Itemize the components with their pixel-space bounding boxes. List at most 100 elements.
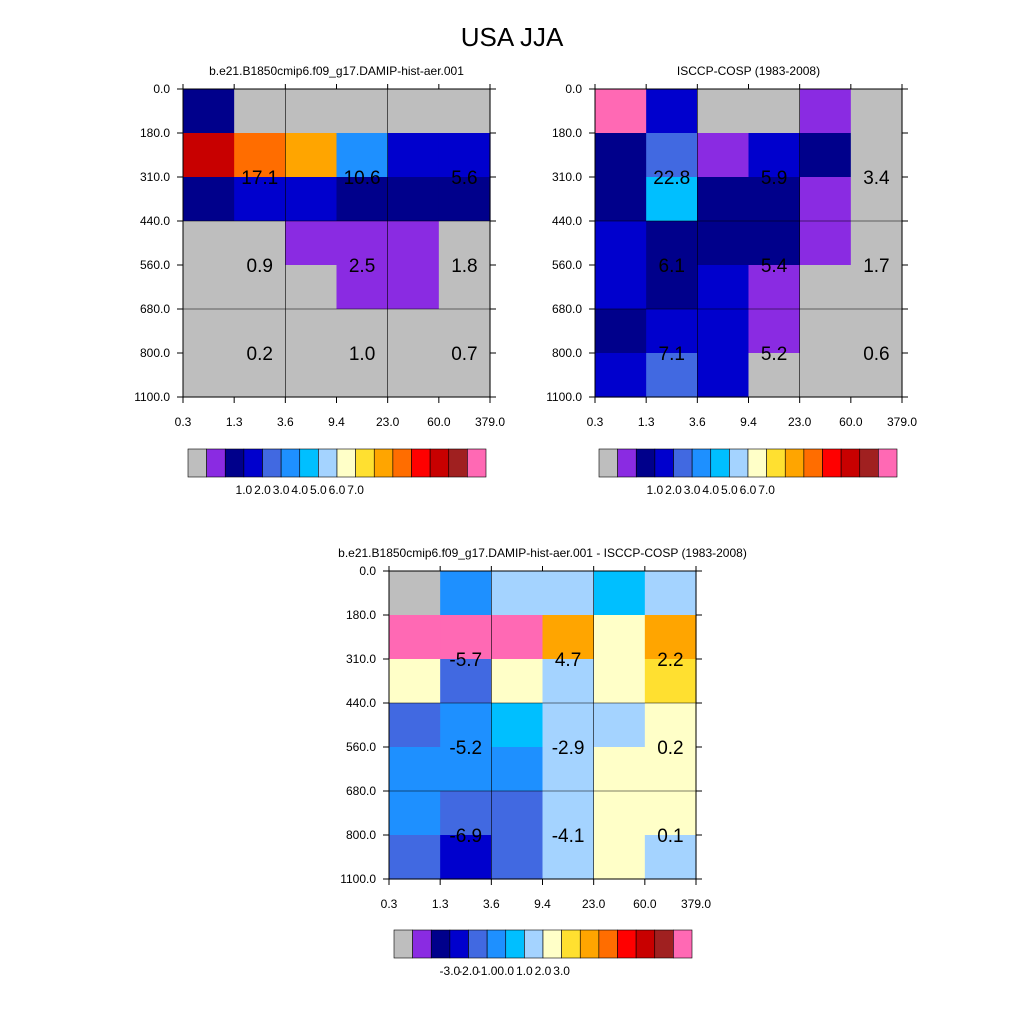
heatmap-cell xyxy=(595,133,647,178)
heatmap-cell xyxy=(389,835,441,880)
heatmap-cell xyxy=(491,791,544,836)
heatmap-cell xyxy=(644,571,697,616)
heatmap-cell xyxy=(234,265,286,310)
heatmap-cell xyxy=(748,177,801,222)
cell-value-label: 1.8 xyxy=(451,256,477,277)
heatmap-cell xyxy=(440,659,492,704)
heatmap-cell xyxy=(183,309,235,354)
y-tick-label: 1100.0 xyxy=(546,390,582,404)
colorbar-box xyxy=(617,929,637,959)
panel-title: b.e21.B1850cmip6.f09_g17.DAMIP-hist-aer.… xyxy=(338,546,747,560)
colorbar-box xyxy=(393,929,413,959)
colorbar-box xyxy=(411,448,431,478)
heatmap-cell xyxy=(593,659,646,704)
heatmap-cell xyxy=(285,265,338,310)
heatmap-cell xyxy=(748,309,801,354)
y-tick-label: 0.0 xyxy=(153,82,170,96)
x-tick-label: 23.0 xyxy=(582,897,606,911)
heatmap-cell xyxy=(387,353,440,398)
cell-value-label: -5.7 xyxy=(449,650,482,671)
x-tick-label: 9.4 xyxy=(328,415,345,429)
colorbar-label: 3.0 xyxy=(553,964,570,978)
heatmap-cell xyxy=(438,309,491,354)
heatmap-cell xyxy=(850,309,903,354)
x-tick-label: 9.4 xyxy=(534,897,551,911)
y-tick-label: 680.0 xyxy=(346,784,376,798)
y-tick-label: 440.0 xyxy=(552,214,582,228)
colorbar-label: -3.0 xyxy=(440,964,461,978)
heatmap-cell xyxy=(850,221,903,266)
heatmap-cell xyxy=(491,747,544,792)
heatmap-cell xyxy=(387,177,440,222)
heatmap-cell xyxy=(387,265,440,310)
heatmap-cell xyxy=(542,659,595,704)
colorbar-label: -2.0 xyxy=(458,964,479,978)
colorbar-box xyxy=(598,448,618,478)
heatmap-cell xyxy=(438,221,491,266)
y-tick-label: 0.0 xyxy=(359,564,376,578)
colorbar-box xyxy=(635,929,656,959)
heatmap-cell xyxy=(336,133,389,178)
heatmap-cell xyxy=(389,659,441,704)
panel-difference: b.e21.B1850cmip6.f09_g17.DAMIP-hist-aer.… xyxy=(338,546,747,978)
colorbar-box xyxy=(673,448,693,478)
heatmap-cell xyxy=(542,571,595,616)
heatmap-cell xyxy=(389,571,441,616)
colorbar-box xyxy=(579,929,600,959)
colorbar-label: 2.0 xyxy=(254,483,271,497)
y-tick-label: 310.0 xyxy=(552,170,582,184)
heatmap-cell xyxy=(644,703,697,748)
heatmap-cell xyxy=(491,615,544,660)
heatmap-cell xyxy=(285,309,338,354)
heatmap-cell xyxy=(644,791,697,836)
panel-observations: ISCCP-COSP (1983-2008) 0.3 1.3 3.6 9.4 23.0 60… xyxy=(546,64,917,497)
heatmap-cell xyxy=(440,615,492,660)
heatmap-cell xyxy=(593,703,646,748)
colorbar-box xyxy=(262,448,282,478)
y-tick-label: 180.0 xyxy=(140,126,170,140)
heatmap-cell xyxy=(440,571,492,616)
colorbar-box xyxy=(430,929,451,959)
x-tick-label: 379.0 xyxy=(681,897,711,911)
colorbar-label: 1.0 xyxy=(516,964,533,978)
y-tick-label: 560.0 xyxy=(140,258,170,272)
heatmap-cell xyxy=(285,89,338,134)
y-tick-label: 310.0 xyxy=(140,170,170,184)
heatmap-cell xyxy=(644,659,697,704)
heatmap-cell xyxy=(234,133,286,178)
cell-value-label: 4.7 xyxy=(555,650,581,671)
heatmap-cell xyxy=(438,89,491,134)
colorbar-box xyxy=(505,929,525,959)
cell-value-label: 17.1 xyxy=(241,168,278,189)
colorbar-box xyxy=(803,448,823,478)
cell-value-label: 10.6 xyxy=(344,168,381,189)
heatmap-cell xyxy=(646,353,698,398)
heatmap-cell xyxy=(491,571,544,616)
colorbar-box xyxy=(280,448,301,478)
colorbar-box xyxy=(318,448,338,478)
y-tick-label: 800.0 xyxy=(346,828,376,842)
panel-title: ISCCP-COSP (1983-2008) xyxy=(677,64,820,78)
heatmap-cell xyxy=(697,89,750,134)
colorbar-box xyxy=(542,929,562,959)
heatmap-cell xyxy=(850,177,903,222)
cell-value-label: 22.8 xyxy=(653,168,690,189)
heatmap-cell xyxy=(799,177,852,222)
heatmap-cell xyxy=(438,353,491,398)
heatmap-cell xyxy=(234,177,286,222)
heatmap-cell xyxy=(748,353,801,398)
cell-value-label: 0.9 xyxy=(247,256,273,277)
colorbar-box xyxy=(299,448,319,478)
colorbar-box xyxy=(355,448,375,478)
heatmap-cell xyxy=(285,133,338,178)
heatmap-cell xyxy=(285,177,338,222)
heatmap-cell xyxy=(438,177,491,222)
colorbar-box xyxy=(654,448,674,478)
y-tick-label: 560.0 xyxy=(346,740,376,754)
y-tick-label: 800.0 xyxy=(140,346,170,360)
heatmap-cell xyxy=(389,615,441,660)
x-tick-label: 379.0 xyxy=(475,415,505,429)
heatmap-cell xyxy=(799,133,852,178)
y-tick-label: 1100.0 xyxy=(340,872,376,886)
colorbar-box xyxy=(598,929,618,959)
